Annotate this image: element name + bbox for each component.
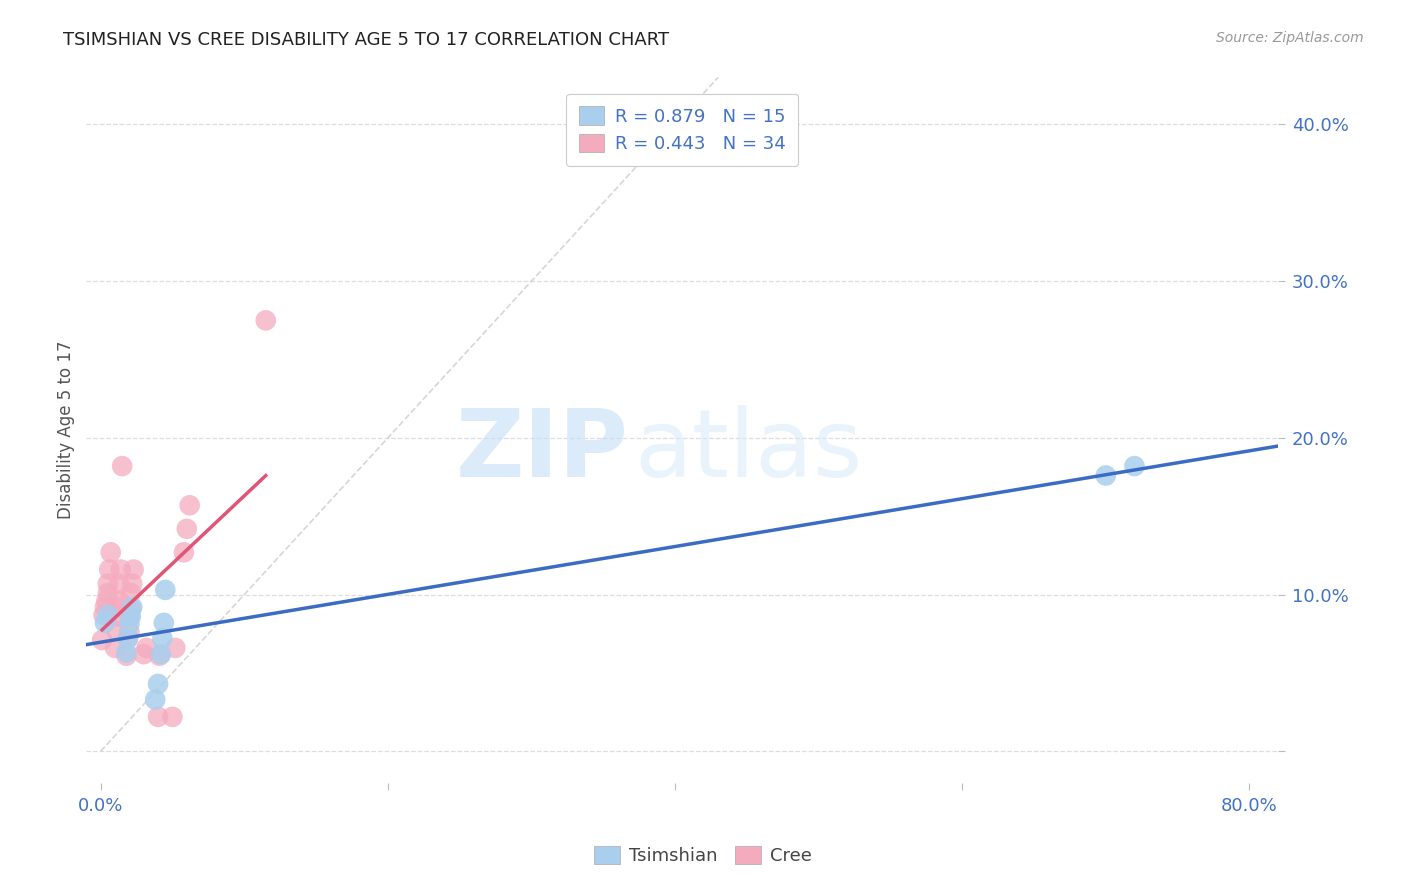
Point xyxy=(120,586,142,600)
Point xyxy=(118,625,141,640)
Point xyxy=(121,576,143,591)
Point xyxy=(108,594,131,608)
Point xyxy=(132,647,155,661)
Point xyxy=(121,600,143,615)
Legend: R = 0.879   N = 15, R = 0.443   N = 34: R = 0.879 N = 15, R = 0.443 N = 34 xyxy=(567,94,799,166)
Point xyxy=(91,633,114,648)
Point xyxy=(150,632,173,646)
Text: Source: ZipAtlas.com: Source: ZipAtlas.com xyxy=(1216,31,1364,45)
Point xyxy=(107,600,129,615)
Point xyxy=(173,545,195,559)
Point xyxy=(179,498,201,512)
Point xyxy=(135,640,157,655)
Point xyxy=(120,601,142,615)
Point xyxy=(118,609,141,624)
Point xyxy=(108,576,131,591)
Point xyxy=(149,647,172,661)
Point xyxy=(254,313,277,327)
Text: TSIMSHIAN VS CREE DISABILITY AGE 5 TO 17 CORRELATION CHART: TSIMSHIAN VS CREE DISABILITY AGE 5 TO 17… xyxy=(63,31,669,49)
Y-axis label: Disability Age 5 to 17: Disability Age 5 to 17 xyxy=(58,341,75,519)
Point xyxy=(146,710,169,724)
Point xyxy=(148,648,170,663)
Point xyxy=(1123,459,1146,474)
Point xyxy=(146,677,169,691)
Point xyxy=(120,609,142,624)
Point xyxy=(117,632,139,646)
Point xyxy=(162,710,184,724)
Point xyxy=(96,594,118,608)
Point xyxy=(115,646,138,660)
Point xyxy=(94,615,117,630)
Point xyxy=(93,607,115,622)
Text: atlas: atlas xyxy=(634,405,863,497)
Point xyxy=(97,586,120,600)
Point xyxy=(153,615,176,630)
Point xyxy=(110,562,132,576)
Point xyxy=(100,545,122,559)
Point xyxy=(104,640,127,655)
Point xyxy=(176,522,198,536)
Point xyxy=(97,607,120,622)
Point xyxy=(105,624,128,638)
Point xyxy=(94,600,117,615)
Point xyxy=(117,632,139,646)
Point xyxy=(107,609,129,624)
Text: ZIP: ZIP xyxy=(456,405,628,497)
Point xyxy=(98,562,121,576)
Point xyxy=(122,562,145,576)
Point xyxy=(1094,468,1116,483)
Point xyxy=(118,617,141,632)
Legend: Tsimshian, Cree: Tsimshian, Cree xyxy=(588,838,818,872)
Point xyxy=(97,576,120,591)
Point xyxy=(165,640,187,655)
Point xyxy=(111,459,134,474)
Point xyxy=(115,648,138,663)
Point xyxy=(143,692,166,706)
Point xyxy=(155,582,177,597)
